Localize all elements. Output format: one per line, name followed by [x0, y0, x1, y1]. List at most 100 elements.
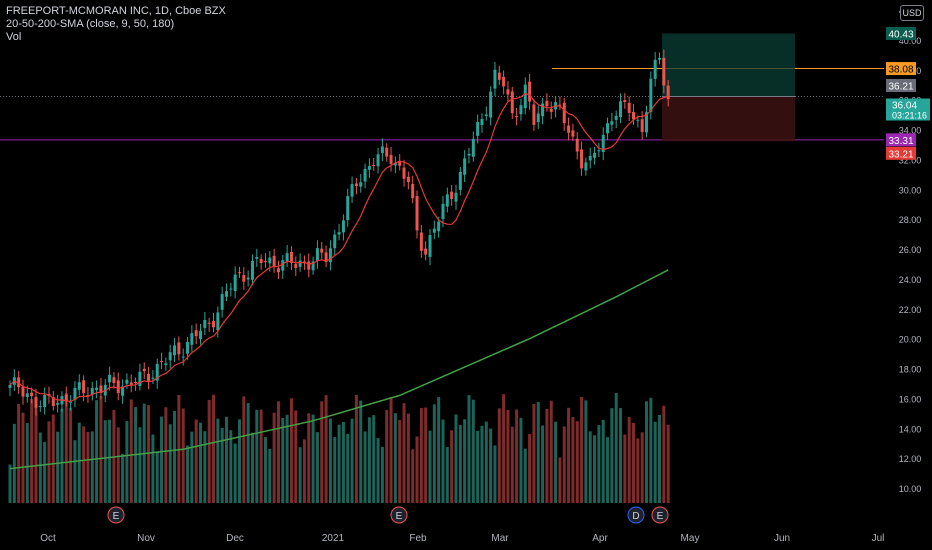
- candle-body: [51, 397, 55, 407]
- last-price-label-bg: [886, 98, 930, 121]
- volume-bar: [246, 403, 250, 503]
- candle-body: [56, 402, 60, 405]
- sma-indicator-label[interactable]: 20-50-200-SMA (close, 9, 50, 180): [6, 18, 175, 30]
- volume-bar: [268, 448, 272, 503]
- volume-bar: [90, 431, 94, 503]
- candle-body: [645, 112, 649, 133]
- volume-bar: [250, 432, 254, 503]
- volume-bar: [298, 447, 302, 503]
- candle-body: [311, 261, 315, 271]
- volume-bar: [17, 403, 21, 503]
- volume-bar: [428, 430, 432, 503]
- candle-body: [441, 203, 445, 220]
- sma-fast-line: [9, 92, 669, 403]
- volume-bar: [424, 407, 428, 503]
- candle-body: [458, 171, 462, 190]
- candle-body: [632, 112, 636, 120]
- volume-bar: [151, 434, 155, 503]
- candle-body: [571, 130, 575, 137]
- volume-bar: [480, 425, 484, 503]
- price-tick-label: 10.00: [899, 484, 922, 494]
- time-tick-label: Jun: [774, 533, 790, 544]
- candle-body: [190, 333, 194, 345]
- price-tick-label: 20.00: [899, 335, 922, 345]
- volume-bar: [666, 424, 670, 503]
- volume-bar: [497, 408, 501, 503]
- position-profit-zone[interactable]: [662, 33, 795, 97]
- target-price-label-bg: [886, 26, 916, 40]
- volume-bar: [207, 399, 211, 503]
- price-tick-label: 24.00: [899, 275, 922, 285]
- time-tick-label: Feb: [409, 533, 427, 544]
- currency-button[interactable]: USD: [900, 5, 924, 21]
- earnings-marker[interactable]: [390, 506, 408, 524]
- volume-bar: [242, 396, 246, 503]
- candle-body: [341, 220, 345, 233]
- volume-bar: [458, 424, 462, 503]
- volume-bar: [645, 401, 649, 503]
- candle-body: [268, 257, 272, 264]
- price-tick-label: 30.00: [899, 185, 922, 195]
- volume-bar: [398, 420, 402, 503]
- volume-bar: [103, 420, 107, 503]
- volume-bar: [186, 445, 190, 503]
- volume-bar: [489, 428, 493, 503]
- volume-bar: [108, 419, 112, 503]
- earnings-marker-label: E: [657, 511, 664, 522]
- candle-body: [489, 91, 493, 118]
- candle-body: [528, 81, 532, 102]
- candle-body: [575, 138, 579, 152]
- time-tick-label: Apr: [592, 533, 608, 544]
- position-loss-zone[interactable]: [662, 96, 795, 142]
- volume-bar: [164, 407, 168, 503]
- volume-bar: [315, 432, 319, 503]
- volume-bar: [320, 401, 324, 503]
- volume-bar: [571, 417, 575, 503]
- volume-bar: [263, 437, 267, 503]
- candle-body: [203, 319, 207, 328]
- candle-body: [567, 125, 571, 133]
- volume-bar: [558, 457, 562, 503]
- volume-bar: [337, 424, 341, 503]
- volume-bar: [324, 395, 328, 503]
- volume-bar: [640, 432, 644, 503]
- volume-indicator-label[interactable]: Vol: [6, 31, 22, 43]
- candle-body: [125, 379, 129, 384]
- volume-bar: [432, 404, 436, 503]
- earnings-marker[interactable]: [107, 506, 125, 524]
- volume-bar: [125, 421, 129, 503]
- candle-body: [411, 183, 415, 199]
- price-tick-label: 22.00: [899, 305, 922, 315]
- candle-body: [597, 150, 601, 152]
- candle-body: [108, 374, 112, 383]
- candle-body: [428, 235, 432, 257]
- line-price-label-38-08-bg: [886, 62, 916, 76]
- time-tick-label: Nov: [137, 533, 155, 544]
- candle-body: [246, 277, 250, 280]
- volume-bar: [649, 397, 653, 503]
- candle-body: [653, 59, 657, 79]
- volume-bar: [363, 431, 367, 503]
- candle-body: [445, 194, 449, 207]
- candle-body: [129, 382, 133, 385]
- candle-body: [212, 321, 216, 328]
- line-price-label-38-08: 38.08: [888, 65, 913, 76]
- volume-bar: [173, 410, 177, 503]
- candle-body: [424, 248, 428, 255]
- candle-body: [437, 221, 441, 232]
- candle-body: [593, 152, 597, 158]
- volume-bar: [454, 414, 458, 503]
- line-price-label-33-31-bg: [886, 133, 916, 147]
- earnings-marker[interactable]: [651, 506, 669, 524]
- price-tick-label: 32.00: [899, 155, 922, 165]
- candle-body: [73, 387, 77, 401]
- candle-body: [233, 274, 237, 292]
- last-price-value: 36.04: [892, 100, 917, 111]
- candle-body: [95, 387, 99, 391]
- symbol-title[interactable]: FREEPORT-MCMORAN INC, 1D, Cboe BZX: [6, 5, 226, 17]
- volume-bar: [653, 421, 657, 503]
- candle-body: [43, 395, 47, 408]
- dividend-marker[interactable]: [627, 506, 645, 524]
- volume-bar: [350, 418, 354, 503]
